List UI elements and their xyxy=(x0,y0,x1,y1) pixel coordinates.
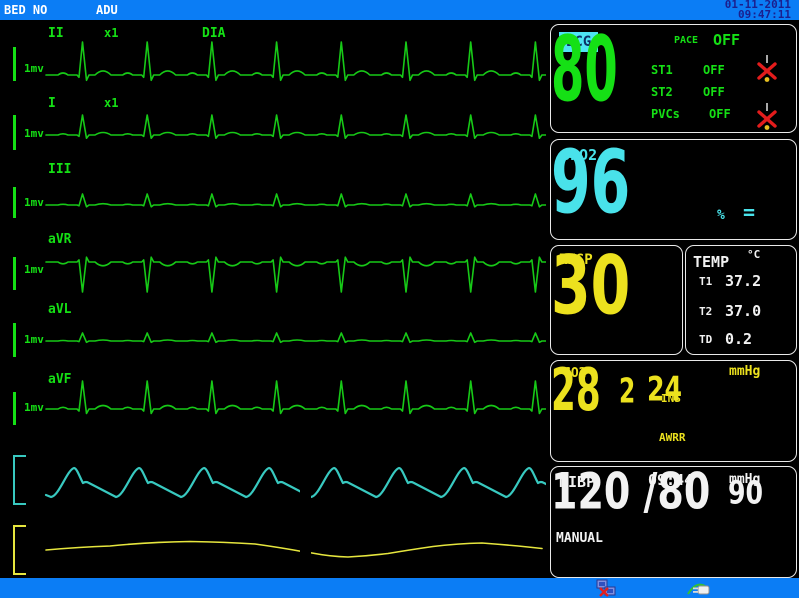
ecg-gain-label: x1 xyxy=(104,26,119,40)
st2-value: OFF xyxy=(703,85,725,99)
co2-title: CO2 xyxy=(563,366,587,381)
ecg-waveform-I[interactable] xyxy=(0,105,546,167)
ecg-lead-label: III xyxy=(48,162,72,177)
ecg-scale-label: 1mv xyxy=(24,62,44,75)
co2-value: 28 xyxy=(551,355,601,424)
resp-value: 30 xyxy=(551,239,631,334)
ecg-calibration-bar xyxy=(13,257,16,290)
co2-ins-value: 2 xyxy=(619,372,636,412)
co2-awrr-value: 24 xyxy=(646,369,682,409)
temp-t2-label: T2 xyxy=(699,305,713,318)
ecg-scale-label: 1mv xyxy=(24,333,44,346)
pace-label: PACE xyxy=(674,35,699,46)
co2-panel[interactable]: CO2 mmHg 28 INS 2 AWRR 24 xyxy=(550,360,797,462)
resp-scale-bracket xyxy=(13,525,26,575)
ecg-filter-label: DIA xyxy=(202,26,226,41)
ecg-lead-label: I xyxy=(48,96,56,111)
spo2-panel[interactable]: SPO2 96 % = xyxy=(550,139,797,240)
spo2-signal-bar: = xyxy=(743,200,756,224)
ecg-waveform-aVR[interactable] xyxy=(0,240,546,302)
nibp-map-value: 90 xyxy=(728,473,764,512)
ecg-lead-label: aVL xyxy=(48,302,72,317)
ecg-gain-label: x1 xyxy=(104,96,119,110)
nibp-mode-label: MANUAL xyxy=(556,531,603,546)
ecg-waveform-aVL[interactable] xyxy=(0,315,546,377)
st1-value: OFF xyxy=(703,63,725,77)
ecg-scale-label: 1mv xyxy=(24,401,44,414)
nibp-unit: mmHg xyxy=(729,472,761,487)
alarm-off-icon xyxy=(757,103,777,130)
temp-t1-value: 37.2 xyxy=(725,272,762,290)
pvcs-label: PVCs xyxy=(651,107,680,121)
temp-t1-label: T1 xyxy=(699,275,713,288)
ecg-calibration-bar xyxy=(13,392,16,425)
ecg-lead-label: II xyxy=(48,26,64,41)
temp-title: TEMP xyxy=(693,253,730,271)
time-text: 09:47:11 xyxy=(738,8,791,21)
ecg-lead-label: aVR xyxy=(48,232,72,247)
spo2-pleth-wave[interactable] xyxy=(0,452,546,512)
pleth-scale-bracket xyxy=(13,455,26,505)
datetime-display: 01-11-2011 09:47:11 xyxy=(725,0,791,20)
bottom-status-bar xyxy=(0,578,799,598)
top-status-bar: BED NO ADU 01-11-2011 09:47:11 xyxy=(0,0,799,20)
ecg-waveform-II[interactable] xyxy=(0,38,546,100)
co2-unit: mmHg xyxy=(729,364,761,379)
nibp-sys-dia-value: 120 /80 xyxy=(551,463,711,521)
ecg-calibration-bar xyxy=(13,323,16,357)
pace-value: OFF xyxy=(713,31,741,49)
date-text: 01-11-2011 xyxy=(724,0,791,11)
co2-awrr-label: AWRR xyxy=(659,431,686,444)
st1-label: ST1 xyxy=(651,63,673,77)
pvcs-value: OFF xyxy=(709,107,731,121)
spo2-value: 96 xyxy=(551,132,631,235)
nibp-time: 09:44 xyxy=(648,471,694,489)
resp-panel[interactable]: RESP 30 xyxy=(550,245,683,355)
ecg-lead-label: aVF xyxy=(48,372,72,387)
ecg-scale-label: 1mv xyxy=(24,263,44,276)
alarm-off-icon xyxy=(757,55,777,82)
spo2-unit: % xyxy=(717,208,725,223)
ecg-calibration-bar xyxy=(13,187,16,218)
ecg-calibration-bar xyxy=(13,115,16,150)
temp-unit: °C xyxy=(747,248,761,261)
patient-type-field[interactable]: ADU xyxy=(96,3,118,17)
ecg-title-badge[interactable]: ECG xyxy=(559,32,599,52)
co2-wave[interactable] xyxy=(0,528,546,578)
ecg-scale-label: 1mv xyxy=(24,127,44,140)
spo2-title: SPO2 xyxy=(561,146,598,164)
ecg-calibration-bar xyxy=(13,47,16,81)
nibp-title: NIBP xyxy=(559,473,596,491)
temp-t2-value: 37.0 xyxy=(725,302,762,320)
co2-ins-label: INS xyxy=(661,392,681,405)
bed-number-field[interactable]: BED NO xyxy=(4,3,48,17)
temp-panel[interactable]: TEMP °C T1 37.2 T2 37.0 TD 0.2 xyxy=(685,245,797,355)
temp-td-label: TD xyxy=(699,333,713,346)
nibp-panel[interactable]: NIBP 09:44 mmHg 120 /80 90 MANUAL xyxy=(550,466,797,578)
sweep-gap xyxy=(300,450,311,576)
heart-rate-value: 80 xyxy=(551,17,618,123)
network-disconnected-icon xyxy=(596,579,616,597)
ecg-waveform-aVF[interactable] xyxy=(0,380,546,442)
temp-td-value: 0.2 xyxy=(725,330,753,348)
ecg-scale-label: 1mv xyxy=(24,196,44,209)
st2-label: ST2 xyxy=(651,85,673,99)
ecg-waveform-III[interactable] xyxy=(0,175,546,237)
resp-title: RESP xyxy=(559,252,593,268)
cable-connection-icon xyxy=(687,583,710,595)
ecg-panel[interactable]: ECG PACE OFF 80 ST1 OFF ST2 OFF PVCs OFF xyxy=(550,24,797,133)
